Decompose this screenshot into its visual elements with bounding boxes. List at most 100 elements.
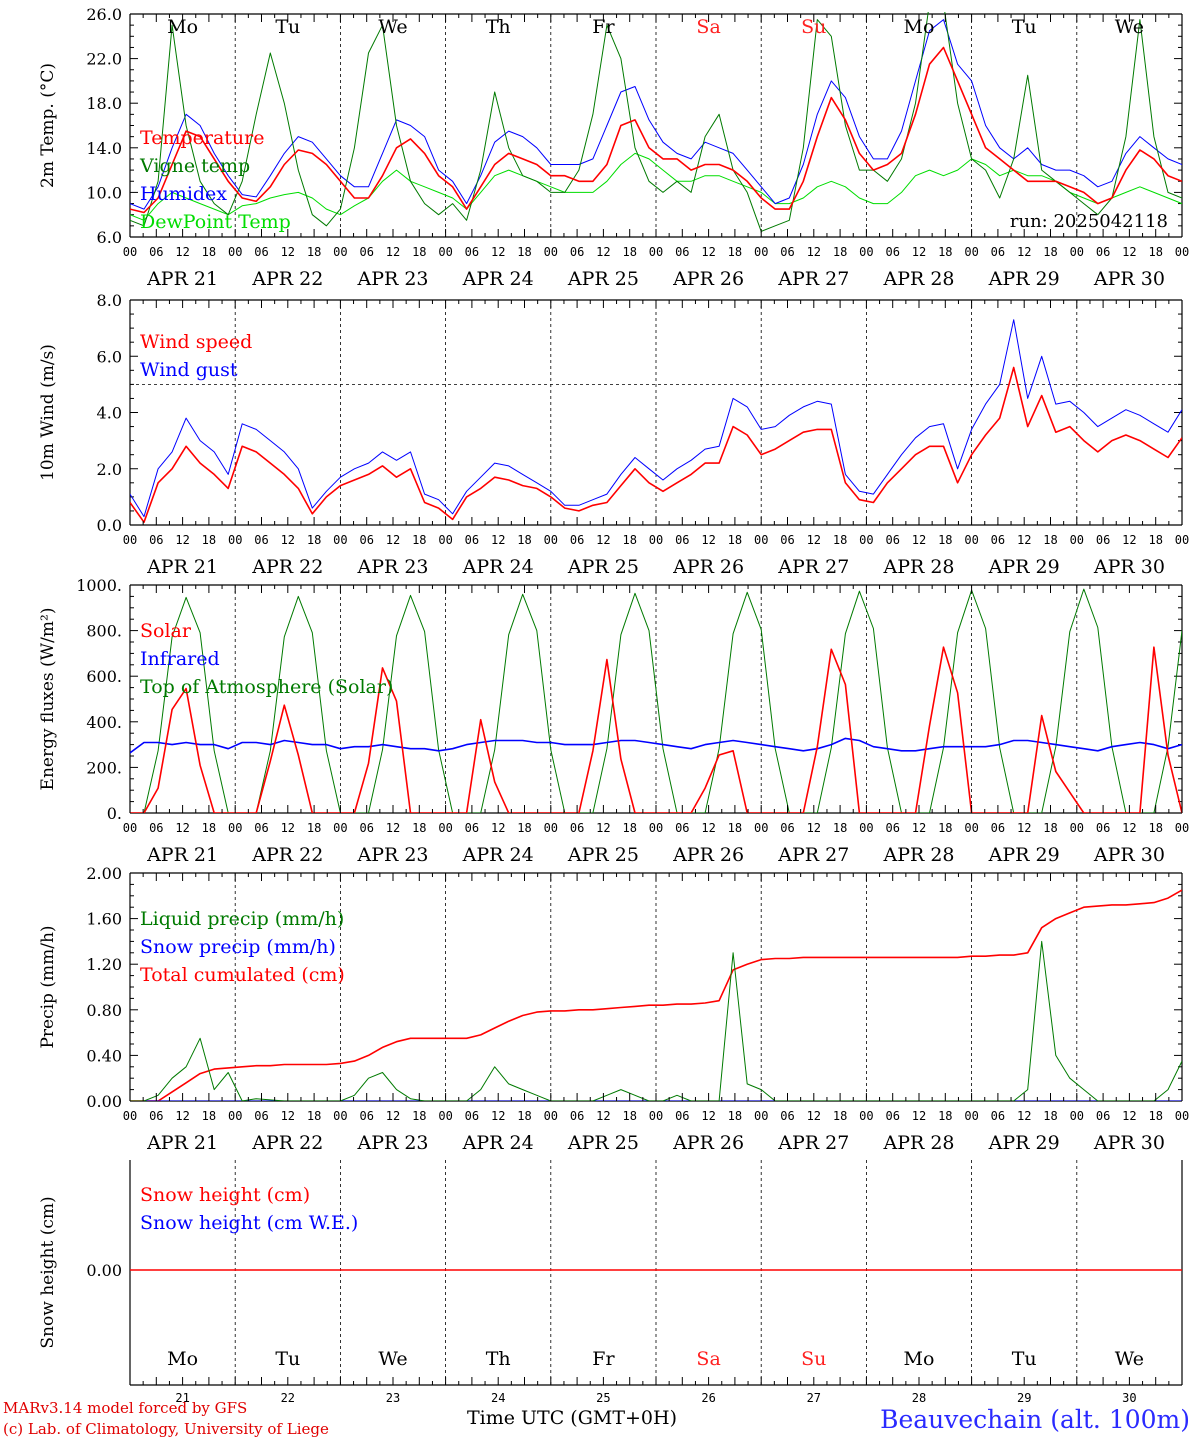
hour-tick-label: 18	[517, 821, 531, 835]
hour-tick-label: 12	[1122, 1109, 1136, 1123]
hour-tick-label: 12	[596, 533, 610, 547]
series-line-total-cumulated-cm-	[130, 889, 1182, 1101]
day-number: 22	[281, 1391, 295, 1405]
hour-tick-label: 12	[386, 821, 400, 835]
series-line-solar	[130, 646, 1182, 813]
hour-tick-label: 06	[254, 245, 268, 259]
hour-tick-label: 00	[1070, 533, 1084, 547]
hour-tick-label: 00	[228, 245, 242, 259]
hour-tick-label: 06	[254, 821, 268, 835]
weekday-label: Th	[486, 1348, 511, 1370]
hour-tick-label: 00	[1175, 533, 1189, 547]
weekday-labels-top: Mo Tu We Th Fr Sa Su Mo Tu We	[167, 16, 1144, 38]
hour-tick-label: 06	[1096, 821, 1110, 835]
weekday-label: Mo	[167, 16, 198, 38]
hour-tick-label: 00	[649, 533, 663, 547]
hour-tick-label: 00	[859, 1109, 873, 1123]
hour-tick-label: 18	[1148, 821, 1162, 835]
hour-tick-label: 06	[570, 821, 584, 835]
hour-tick-label: 12	[596, 821, 610, 835]
hour-tick-label: 00	[964, 1109, 978, 1123]
date-label: APR 30	[1093, 844, 1165, 866]
hour-tick-label: 06	[465, 245, 479, 259]
date-label: APR 29	[988, 1132, 1060, 1154]
hour-tick-label: 18	[833, 533, 847, 547]
hour-tick-label: 00	[333, 533, 347, 547]
y-tick-label: 2.0	[97, 460, 122, 479]
date-label: APR 24	[462, 556, 534, 578]
y-tick-label: 6.0	[97, 228, 122, 247]
hour-tick-label: 06	[570, 245, 584, 259]
hour-tick-label: 18	[1043, 245, 1057, 259]
y-axis-title: Snow height (cm)	[38, 1196, 58, 1348]
lab-credit: (c) Lab. of Climatology, University of L…	[3, 1420, 329, 1438]
run-label: run: 2025042118	[1010, 211, 1168, 232]
hour-tick-label: 06	[991, 533, 1005, 547]
date-label: APR 30	[1093, 268, 1165, 290]
hour-tick-label: 12	[596, 1109, 610, 1123]
hour-tick-label: 00	[438, 1109, 452, 1123]
hour-tick-label: 18	[833, 245, 847, 259]
hour-tick-label: 18	[622, 533, 636, 547]
hour-tick-label: 12	[807, 1109, 821, 1123]
series-line-infrared	[130, 737, 1182, 754]
hour-tick-label: 18	[307, 245, 321, 259]
weekday-label: We	[378, 1348, 407, 1370]
hour-tick-label: 06	[675, 533, 689, 547]
date-label: APR 29	[988, 268, 1060, 290]
series-line-wind-speed	[130, 366, 1182, 524]
hour-tick-label: 12	[912, 1109, 926, 1123]
legend-entry: Humidex	[140, 183, 227, 205]
hour-tick-label: 00	[1070, 821, 1084, 835]
hour-tick-label: 12	[701, 821, 715, 835]
hour-tick-label: 18	[517, 245, 531, 259]
weekday-label: We	[1115, 1348, 1144, 1370]
hour-tick-label: 18	[938, 533, 952, 547]
series-group	[130, 12, 1182, 232]
model-credit: MARv3.14 model forced by GFS	[3, 1399, 247, 1417]
date-label: APR 25	[567, 556, 639, 578]
hour-tick-label: 18	[728, 821, 742, 835]
y-axis-title: Precip (mm/h)	[38, 925, 58, 1048]
date-label: APR 26	[672, 1132, 744, 1154]
hour-tick-label: 00	[544, 533, 558, 547]
y-tick-label: 1.20	[86, 955, 122, 974]
hour-tick-label: 06	[149, 245, 163, 259]
hour-tick-label: 00	[754, 533, 768, 547]
hour-tick-label: 12	[281, 245, 295, 259]
hour-tick-label: 00	[649, 1109, 663, 1123]
hour-tick-label: 18	[412, 533, 426, 547]
hour-tick-label: 12	[1017, 821, 1031, 835]
hour-tick-label: 18	[202, 1109, 216, 1123]
hour-tick-label: 00	[754, 245, 768, 259]
y-axis-title: 2m Temp. (°C)	[38, 63, 58, 188]
weekday-label: Tu	[275, 1348, 300, 1370]
hour-tick-label: 06	[465, 1109, 479, 1123]
hour-tick-label: 06	[465, 533, 479, 547]
hour-tick-label: 06	[149, 533, 163, 547]
x-axis-title: Time UTC (GMT+0H)	[467, 1407, 677, 1429]
y-tick-label: 400.	[86, 713, 122, 732]
hour-tick-label: 18	[728, 533, 742, 547]
weekday-label: Th	[486, 16, 511, 38]
series-line-top-of-atmosphere-solar-	[130, 588, 1182, 813]
date-label: APR 26	[672, 268, 744, 290]
weekday-label: Tu	[1012, 16, 1037, 38]
hour-tick-label: 06	[254, 533, 268, 547]
date-label: APR 24	[462, 1132, 534, 1154]
hour-tick-label: 12	[912, 245, 926, 259]
date-label: APR 27	[777, 1132, 849, 1154]
hour-tick-label: 12	[491, 533, 505, 547]
y-tick-label: 4.0	[97, 404, 122, 423]
legend-entry: Snow height (cm)	[140, 1184, 310, 1206]
hour-tick-label: 18	[202, 245, 216, 259]
y-tick-label: 0.	[107, 804, 122, 823]
hour-tick-label: 12	[175, 245, 189, 259]
hour-tick-label: 12	[807, 245, 821, 259]
hour-tick-label: 18	[412, 1109, 426, 1123]
hour-tick-label: 06	[149, 1109, 163, 1123]
hour-tick-label: 00	[649, 821, 663, 835]
hour-tick-label: 00	[859, 533, 873, 547]
hour-tick-label: 00	[544, 245, 558, 259]
day-number: 28	[912, 1391, 926, 1405]
